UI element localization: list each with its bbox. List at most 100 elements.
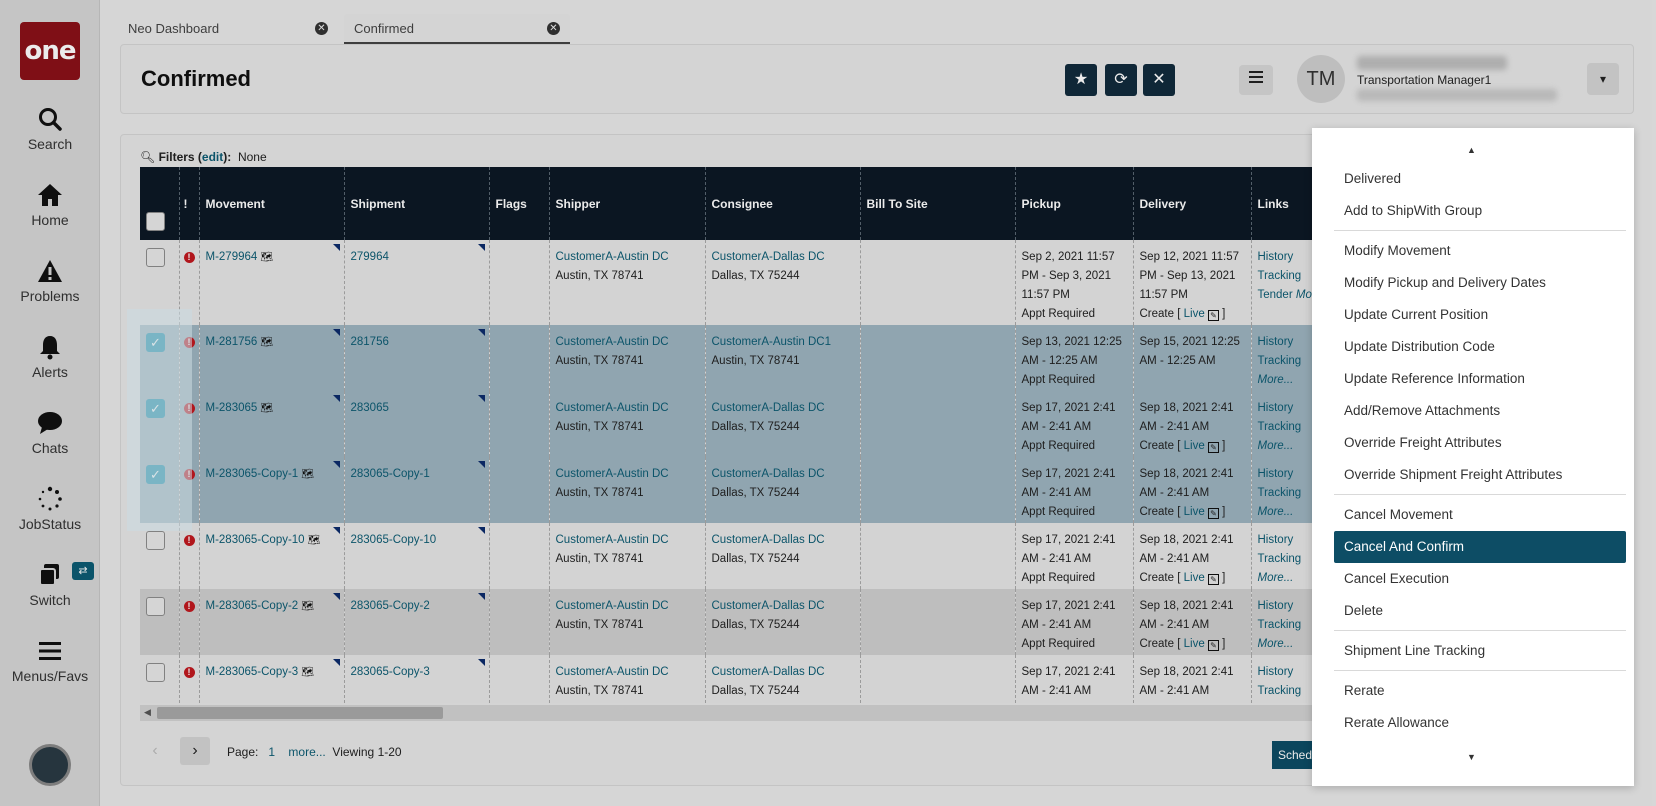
filters-edit-link[interactable]: edit (201, 150, 224, 164)
nav-problems[interactable]: Problems (0, 258, 100, 304)
menu-item-rerate[interactable]: Rerate (1344, 683, 1385, 698)
movement-link[interactable]: M-283065-Copy-10 (205, 534, 305, 546)
row-checkbox[interactable] (146, 663, 165, 682)
col-header-shipment[interactable]: Shipment (344, 167, 490, 240)
menu-item-add-to-shipwith-group[interactable]: Add to ShipWith Group (1344, 203, 1483, 218)
movement-link[interactable]: M-279964 (205, 251, 258, 263)
user-menu-chevron-button[interactable]: ▾ (1587, 63, 1619, 95)
consignee-link[interactable]: CustomerA-Dallas DC (711, 468, 825, 480)
shipper-link[interactable]: CustomerA-Austin DC (555, 336, 669, 348)
shipment-link[interactable]: 283065 (350, 402, 389, 414)
page-number[interactable]: 1 (268, 745, 276, 759)
error-alert-icon[interactable]: ! (183, 469, 195, 480)
col-header-flags[interactable]: Flags (489, 167, 550, 240)
movement-link[interactable]: M-281756 (205, 336, 258, 348)
shipment-link[interactable]: 281756 (350, 336, 389, 348)
tender-link[interactable]: Tender (1257, 289, 1293, 301)
menu-item-update-reference-information[interactable]: Update Reference Information (1344, 371, 1525, 386)
shipment-link[interactable]: 279964 (350, 251, 389, 263)
nav-home[interactable]: Home (0, 182, 100, 228)
live-link[interactable]: Live (1183, 440, 1205, 452)
movement-link[interactable]: M-283065-Copy-3 (205, 666, 299, 678)
map-icon[interactable]: 🗺︎ (260, 252, 274, 263)
movement-link[interactable]: M-283065 (205, 402, 258, 414)
col-header-pickup[interactable]: Pickup (1015, 167, 1134, 240)
row-checkbox[interactable] (146, 597, 165, 616)
page-menu-button[interactable] (1239, 65, 1273, 95)
consignee-link[interactable]: CustomerA-Dallas DC (711, 600, 825, 612)
history-link[interactable]: History (1257, 336, 1294, 348)
table-row[interactable]: ✓ ! M-281756 🗺︎ 281756 CustomerA-Austin … (140, 325, 1339, 391)
tab-neo-dashboard[interactable]: Neo Dashboard ✕ (118, 14, 338, 44)
edit-icon[interactable]: ✎ (1207, 442, 1219, 453)
more-link[interactable]: More... (1257, 440, 1294, 452)
close-icon[interactable]: ✕ (315, 22, 328, 35)
table-row[interactable]: ! M-279964 🗺︎ 279964 CustomerA-Austin DC… (140, 240, 1339, 325)
row-checkbox[interactable] (146, 248, 165, 267)
shipper-link[interactable]: CustomerA-Austin DC (555, 468, 669, 480)
history-link[interactable]: History (1257, 402, 1294, 414)
col-header-consignee[interactable]: Consignee (705, 167, 861, 240)
shipper-link[interactable]: CustomerA-Austin DC (555, 534, 669, 546)
error-alert-icon[interactable]: ! (183, 337, 195, 348)
col-header-bill-to-site[interactable]: Bill To Site (860, 167, 1016, 240)
table-row[interactable]: ! M-283065-Copy-10 🗺︎ 283065-Copy-10 Cus… (140, 523, 1339, 589)
scroll-left-icon[interactable]: ◀ (144, 707, 151, 717)
app-logo[interactable]: one (20, 22, 80, 80)
menu-item-shipment-line-tracking[interactable]: Shipment Line Tracking (1344, 643, 1486, 658)
shipment-link[interactable]: 283065-Copy-10 (350, 534, 437, 546)
user-avatar[interactable]: TM (1297, 55, 1345, 103)
edit-icon[interactable]: ✎ (1207, 640, 1219, 651)
table-row[interactable]: ! M-283065-Copy-3 🗺︎ 283065-Copy-3 Custo… (140, 655, 1339, 703)
more-link[interactable]: More... (1257, 572, 1294, 584)
tracking-link[interactable]: Tracking (1257, 270, 1302, 282)
row-checkbox[interactable] (146, 531, 165, 550)
close-icon[interactable]: ✕ (547, 22, 560, 35)
col-header-movement[interactable]: Movement (199, 167, 345, 240)
row-checkbox[interactable]: ✓ (146, 333, 165, 352)
live-link[interactable]: Live (1183, 638, 1205, 650)
menu-item-cancel-execution[interactable]: Cancel Execution (1344, 571, 1450, 586)
map-icon[interactable]: 🗺︎ (301, 667, 315, 678)
movement-link[interactable]: M-283065-Copy-2 (205, 600, 299, 612)
close-page-button[interactable]: ✕ (1143, 64, 1175, 96)
nav-menus[interactable]: Menus/Favs (0, 638, 100, 684)
col-header-alert[interactable]: ! (179, 167, 200, 240)
prev-page-button[interactable]: ‹ (152, 742, 158, 759)
table-row[interactable]: ✓ ! M-283065 🗺︎ 283065 CustomerA-Austin … (140, 391, 1339, 457)
col-header-delivery[interactable]: Delivery (1133, 167, 1252, 240)
consignee-link[interactable]: CustomerA-Dallas DC (711, 402, 825, 414)
menu-item-modify-pickup-delivery-dates[interactable]: Modify Pickup and Delivery Dates (1344, 275, 1546, 290)
row-checkbox[interactable]: ✓ (146, 399, 165, 418)
more-pages-link[interactable]: more... (288, 745, 326, 759)
map-icon[interactable]: 🗺︎ (260, 337, 274, 348)
history-link[interactable]: History (1257, 666, 1294, 678)
nav-search[interactable]: Search (0, 106, 100, 152)
menu-item-update-current-position[interactable]: Update Current Position (1344, 307, 1489, 322)
menu-item-add-remove-attachments[interactable]: Add/Remove Attachments (1344, 403, 1501, 418)
error-alert-icon[interactable]: ! (183, 535, 195, 546)
menu-item-delivered[interactable]: Delivered (1344, 171, 1402, 186)
edit-icon[interactable]: ✎ (1207, 310, 1219, 321)
nav-jobstatus[interactable]: JobStatus (0, 486, 100, 532)
consignee-link[interactable]: CustomerA-Dallas DC (711, 666, 825, 678)
next-page-button[interactable]: › (180, 737, 210, 765)
table-row[interactable]: ✓ ! M-283065-Copy-1 🗺︎ 283065-Copy-1 Cus… (140, 457, 1339, 523)
history-link[interactable]: History (1257, 600, 1294, 612)
nav-switch[interactable]: Switch ⇄ (0, 562, 100, 608)
menu-item-override-freight-attributes[interactable]: Override Freight Attributes (1344, 435, 1502, 450)
scroll-down-icon[interactable]: ▼ (1467, 752, 1476, 762)
tab-confirmed[interactable]: Confirmed ✕ (344, 14, 570, 44)
select-all-checkbox[interactable] (146, 212, 165, 231)
scrollbar-thumb[interactable] (157, 707, 443, 719)
edit-icon[interactable]: ✎ (1207, 508, 1219, 519)
menu-item-override-shipment-freight-attributes[interactable]: Override Shipment Freight Attributes (1344, 467, 1563, 482)
menu-item-rerate-allowance[interactable]: Rerate Allowance (1344, 715, 1450, 730)
menu-item-delete[interactable]: Delete (1344, 603, 1384, 618)
error-alert-icon[interactable]: ! (183, 403, 195, 414)
map-icon[interactable]: 🗺︎ (307, 535, 321, 546)
nav-alerts[interactable]: Alerts (0, 334, 100, 380)
shipper-link[interactable]: CustomerA-Austin DC (555, 402, 669, 414)
tracking-link[interactable]: Tracking (1257, 685, 1302, 697)
tracking-link[interactable]: Tracking (1257, 421, 1302, 433)
